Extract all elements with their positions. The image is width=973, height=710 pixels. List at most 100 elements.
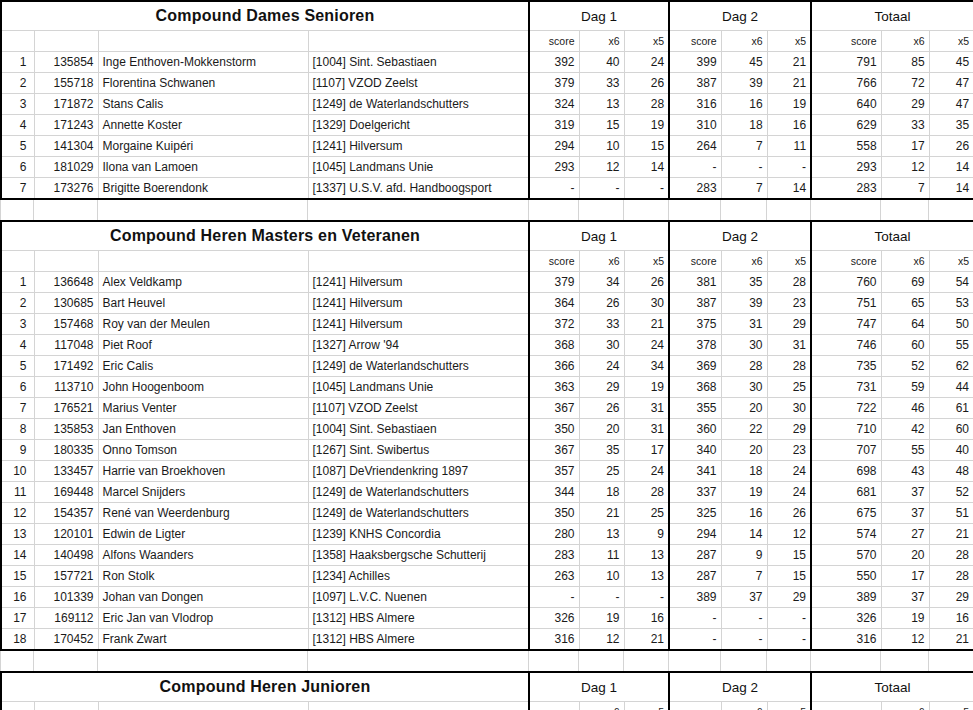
d1-x5-cell: 31 bbox=[624, 419, 669, 440]
day-header-3: Totaal bbox=[811, 221, 973, 251]
club-cell: [1312] HBS Almere bbox=[308, 629, 529, 651]
table-row: 4117048Piet Roof[1327] Arrow '9436830243… bbox=[1, 335, 973, 356]
tot-x6-cell: 7 bbox=[881, 178, 929, 200]
name-cell: Annette Koster bbox=[98, 115, 308, 136]
rank-cell: 8 bbox=[1, 419, 34, 440]
d2-x5-cell: 28 bbox=[767, 272, 811, 293]
tot-x6-cell: 59 bbox=[881, 377, 929, 398]
tot-x5-cell: 28 bbox=[929, 566, 973, 587]
d1-x6-cell: 25 bbox=[579, 461, 624, 482]
col-header-x6: x6 bbox=[721, 702, 767, 710]
name-cell: John Hoogenboom bbox=[98, 377, 308, 398]
spacer-cell bbox=[1, 200, 34, 220]
d2-score-cell: 264 bbox=[669, 136, 721, 157]
member-number-cell: 155718 bbox=[34, 73, 98, 94]
d1-score-cell: 316 bbox=[529, 629, 579, 651]
spacer-cell bbox=[929, 200, 973, 220]
d2-score-cell: 287 bbox=[669, 566, 721, 587]
tot-x6-cell: 72 bbox=[881, 73, 929, 94]
empty-cell bbox=[98, 251, 308, 272]
d1-score-cell: 367 bbox=[529, 440, 579, 461]
tot-x5-cell: 55 bbox=[929, 335, 973, 356]
tot-score-cell: 558 bbox=[811, 136, 881, 157]
name-cell: Frank Zwart bbox=[98, 629, 308, 651]
d1-x6-cell: 33 bbox=[579, 314, 624, 335]
d1-score-cell: - bbox=[529, 587, 579, 608]
title-row: Compound Heren Masters en VeteranenDag 1… bbox=[1, 221, 973, 251]
day-header-2: Dag 2 bbox=[669, 672, 811, 702]
day-header-3: Totaal bbox=[811, 1, 973, 31]
d1-score-cell: 372 bbox=[529, 314, 579, 335]
d1-x5-cell: 26 bbox=[624, 272, 669, 293]
tot-x5-cell: 47 bbox=[929, 73, 973, 94]
d2-x6-cell: 16 bbox=[721, 94, 767, 115]
tot-x6-cell: 43 bbox=[881, 461, 929, 482]
spacer-cell bbox=[669, 651, 721, 671]
d2-x6-cell: 18 bbox=[721, 115, 767, 136]
d2-score-cell: 387 bbox=[669, 293, 721, 314]
tot-score-cell: 791 bbox=[811, 52, 881, 73]
d2-x5-cell: - bbox=[767, 157, 811, 178]
name-cell: Morgaine Kuipéri bbox=[98, 136, 308, 157]
col-header-score: score bbox=[811, 31, 881, 52]
member-number-cell: 157721 bbox=[34, 566, 98, 587]
col-header-x5: x5 bbox=[624, 702, 669, 710]
d2-score-cell: 341 bbox=[669, 461, 721, 482]
col-header-score: score bbox=[529, 702, 579, 710]
section-spacer bbox=[0, 200, 973, 220]
tot-x6-cell: 29 bbox=[881, 94, 929, 115]
rank-cell: 14 bbox=[1, 545, 34, 566]
d1-score-cell: 357 bbox=[529, 461, 579, 482]
spacer-cell bbox=[529, 651, 579, 671]
rank-cell: 4 bbox=[1, 115, 34, 136]
tot-x6-cell: 65 bbox=[881, 293, 929, 314]
col-header-x6: x6 bbox=[579, 31, 624, 52]
section-title: Compound Heren Masters en Veteranen bbox=[1, 221, 529, 251]
member-number-cell: 169448 bbox=[34, 482, 98, 503]
d1-x6-cell: - bbox=[579, 587, 624, 608]
d1-x5-cell: 21 bbox=[624, 314, 669, 335]
member-number-cell: 154357 bbox=[34, 503, 98, 524]
d2-x6-cell: 20 bbox=[721, 440, 767, 461]
d2-x5-cell: 21 bbox=[767, 52, 811, 73]
column-header-row: scorex6x5scorex6x5scorex6x5 bbox=[1, 702, 973, 710]
tot-x6-cell: 85 bbox=[881, 52, 929, 73]
tot-x5-cell: 60 bbox=[929, 419, 973, 440]
d1-x6-cell: 21 bbox=[579, 503, 624, 524]
d2-x6-cell: 22 bbox=[721, 419, 767, 440]
empty-cell bbox=[34, 702, 98, 710]
d1-score-cell: 324 bbox=[529, 94, 579, 115]
tot-score-cell: 283 bbox=[811, 178, 881, 200]
name-cell: Onno Tomson bbox=[98, 440, 308, 461]
table-row: 8135853Jan Enthoven[1004] Sint. Sebastia… bbox=[1, 419, 973, 440]
d2-x6-cell: 39 bbox=[721, 293, 767, 314]
member-number-cell: 135854 bbox=[34, 52, 98, 73]
name-cell: Marius Venter bbox=[98, 398, 308, 419]
tot-x6-cell: 64 bbox=[881, 314, 929, 335]
tot-score-cell: 316 bbox=[811, 629, 881, 651]
d2-score-cell: 325 bbox=[669, 503, 721, 524]
name-cell: Alfons Waanders bbox=[98, 545, 308, 566]
tot-x5-cell: 26 bbox=[929, 136, 973, 157]
d1-score-cell: 263 bbox=[529, 566, 579, 587]
tot-x5-cell: 28 bbox=[929, 545, 973, 566]
tot-x6-cell: 27 bbox=[881, 524, 929, 545]
d2-score-cell: 310 bbox=[669, 115, 721, 136]
col-header-x6: x6 bbox=[579, 251, 624, 272]
d1-x6-cell: 12 bbox=[579, 629, 624, 651]
tot-x6-cell: 46 bbox=[881, 398, 929, 419]
empty-cell bbox=[34, 251, 98, 272]
name-cell: Alex Veldkamp bbox=[98, 272, 308, 293]
d1-x6-cell: 26 bbox=[579, 398, 624, 419]
table-row: 1135854Inge Enthoven-Mokkenstorm[1004] S… bbox=[1, 52, 973, 73]
column-header-row: scorex6x5scorex6x5scorex6x5 bbox=[1, 31, 973, 52]
club-cell: [1241] Hilversum bbox=[308, 272, 529, 293]
spacer-row bbox=[1, 200, 973, 220]
d2-score-cell: 287 bbox=[669, 545, 721, 566]
d1-x5-cell: - bbox=[624, 587, 669, 608]
club-cell: [1329] Doelgericht bbox=[308, 115, 529, 136]
tot-score-cell: 681 bbox=[811, 482, 881, 503]
empty-cell bbox=[1, 702, 34, 710]
table-row: 9180335Onno Tomson[1267] Sint. Swibertus… bbox=[1, 440, 973, 461]
col-header-x5: x5 bbox=[929, 702, 973, 710]
